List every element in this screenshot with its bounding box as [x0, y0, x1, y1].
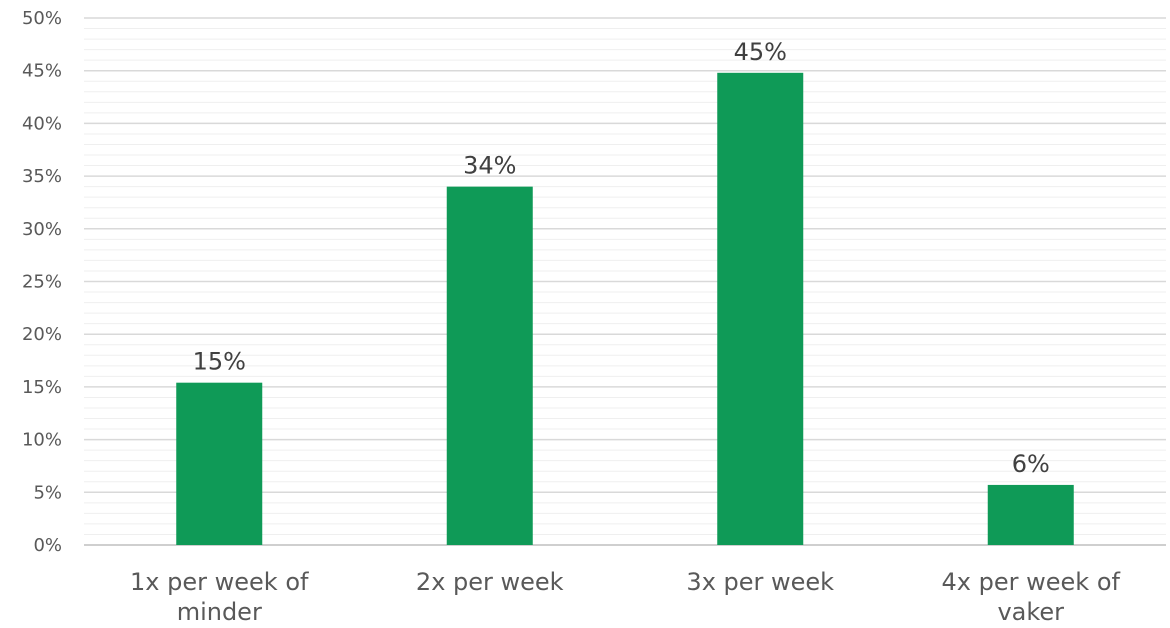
- data-label: 6%: [1012, 450, 1050, 478]
- y-tick-label: 45%: [22, 61, 62, 82]
- x-category-label: 4x per week of: [942, 568, 1121, 596]
- y-tick-label: 35%: [22, 166, 62, 187]
- y-tick-label: 30%: [22, 219, 62, 240]
- bar: [717, 72, 804, 546]
- y-axis-ticks: 0% 5% 10% 15% 20% 25% 30% 35% 40% 45% 50%: [22, 8, 62, 556]
- y-tick-label: 40%: [22, 113, 62, 134]
- y-tick-label: 50%: [22, 8, 62, 29]
- x-category-label: vaker: [997, 598, 1064, 626]
- bars: [176, 72, 1074, 546]
- y-tick-label: 5%: [33, 482, 62, 503]
- y-tick-label: 25%: [22, 272, 62, 293]
- data-label: 45%: [734, 38, 787, 66]
- y-tick-label: 20%: [22, 324, 62, 345]
- bar: [176, 382, 263, 545]
- bar: [446, 186, 533, 545]
- grid-layer: [84, 17, 1166, 546]
- data-label: 15%: [193, 348, 246, 376]
- data-labels: 15% 34% 45% 6%: [193, 38, 1050, 478]
- x-category-label: 3x per week: [686, 568, 834, 596]
- x-category-label: 1x per week of: [130, 568, 309, 596]
- y-tick-label: 10%: [22, 430, 62, 451]
- x-category-label: 2x per week: [416, 568, 564, 596]
- bar: [987, 484, 1074, 545]
- y-tick-label: 15%: [22, 377, 62, 398]
- x-category-label: minder: [177, 598, 262, 626]
- y-tick-label: 0%: [33, 535, 62, 556]
- data-label: 34%: [463, 152, 516, 180]
